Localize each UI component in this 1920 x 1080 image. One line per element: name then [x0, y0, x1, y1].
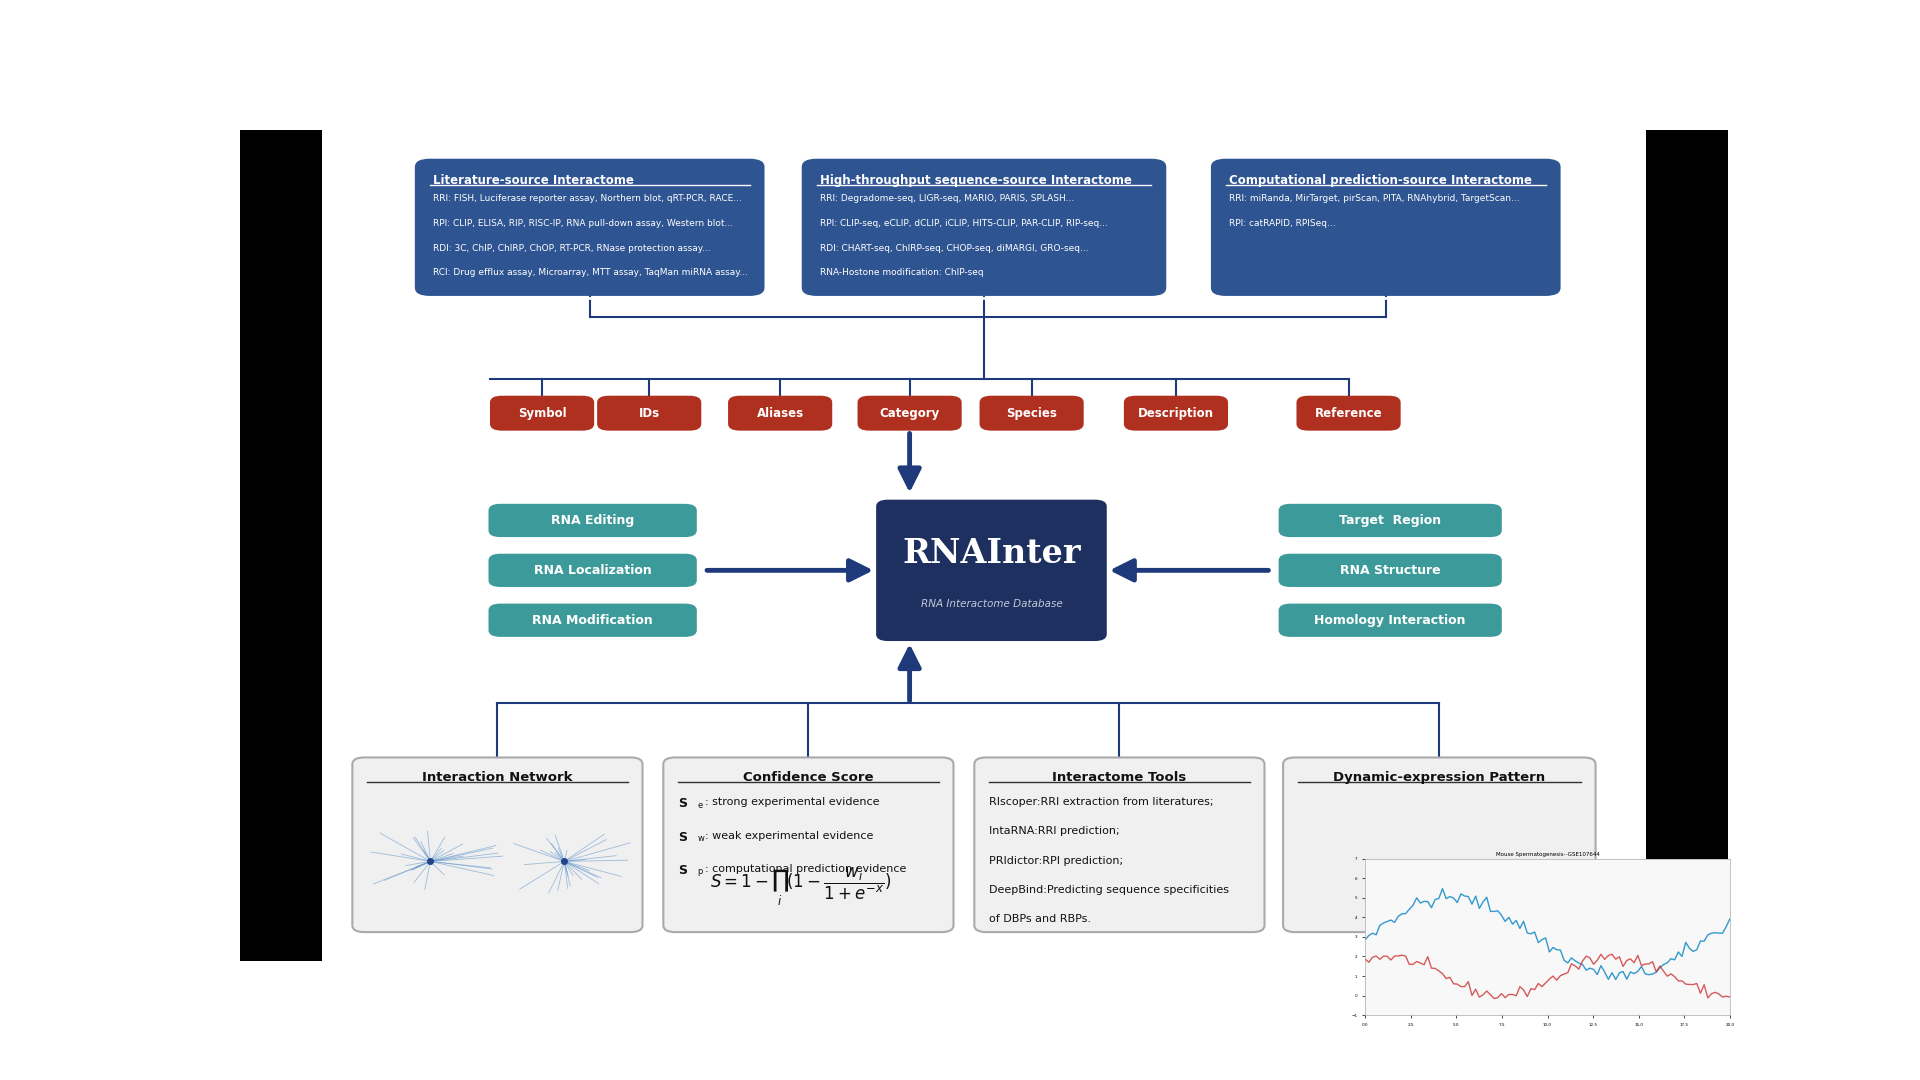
Text: RRI: Degradome-seq, LIGR-seq, MARIO, PARIS, SPLASH...: RRI: Degradome-seq, LIGR-seq, MARIO, PAR… — [820, 193, 1073, 203]
Text: RPI: catRAPID, RPISeq...: RPI: catRAPID, RPISeq... — [1229, 218, 1336, 228]
FancyBboxPatch shape — [1212, 159, 1561, 296]
Bar — [1645, 130, 1728, 961]
Text: Confidence Score: Confidence Score — [743, 771, 874, 784]
FancyBboxPatch shape — [1279, 503, 1501, 537]
Text: e: e — [697, 800, 703, 810]
Text: RDI: CHART-seq, ChIRP-seq, CHOP-seq, diMARGI, GRO-seq...: RDI: CHART-seq, ChIRP-seq, CHOP-seq, diM… — [820, 243, 1089, 253]
Text: RPI: CLIP-seq, eCLIP, dCLIP, iCLIP, HITS-CLIP, PAR-CLIP, RIP-seq...: RPI: CLIP-seq, eCLIP, dCLIP, iCLIP, HITS… — [820, 218, 1108, 228]
Text: RIscoper:RRI extraction from literatures;: RIscoper:RRI extraction from literatures… — [989, 797, 1213, 808]
Text: Interactome Tools: Interactome Tools — [1052, 771, 1187, 784]
Text: RPI: CLIP, ELISA, RIP, RISC-IP, RNA pull-down assay, Western blot...: RPI: CLIP, ELISA, RIP, RISC-IP, RNA pull… — [432, 218, 733, 228]
FancyBboxPatch shape — [488, 503, 697, 537]
FancyBboxPatch shape — [662, 757, 954, 932]
Text: : computational prediction evidence: : computational prediction evidence — [705, 864, 906, 874]
FancyBboxPatch shape — [803, 159, 1165, 296]
Text: Symbol: Symbol — [518, 407, 566, 420]
Text: Computational prediction-source Interactome: Computational prediction-source Interact… — [1229, 174, 1532, 187]
FancyBboxPatch shape — [876, 500, 1106, 642]
Text: RNA Interactome Database: RNA Interactome Database — [920, 598, 1062, 609]
Text: RRI: miRanda, MirTarget, pirScan, PITA, RNAhybrid, TargetScan...: RRI: miRanda, MirTarget, pirScan, PITA, … — [1229, 193, 1519, 203]
Text: : weak experimental evidence: : weak experimental evidence — [705, 831, 874, 840]
Text: S: S — [678, 831, 687, 843]
Text: IntaRNA:RRI prediction;: IntaRNA:RRI prediction; — [989, 826, 1119, 837]
Text: Category: Category — [879, 407, 939, 420]
Text: RNA Structure: RNA Structure — [1340, 564, 1440, 577]
FancyBboxPatch shape — [1279, 554, 1501, 588]
FancyBboxPatch shape — [353, 757, 643, 932]
FancyBboxPatch shape — [728, 395, 831, 431]
Text: Reference: Reference — [1315, 407, 1382, 420]
FancyBboxPatch shape — [1123, 395, 1229, 431]
FancyBboxPatch shape — [415, 159, 764, 296]
Text: Species: Species — [1006, 407, 1058, 420]
FancyBboxPatch shape — [979, 395, 1083, 431]
Text: DeepBind:Predicting sequence specificities: DeepBind:Predicting sequence specificiti… — [989, 885, 1229, 894]
Bar — [240, 130, 323, 961]
FancyBboxPatch shape — [488, 604, 697, 637]
Text: : strong experimental evidence: : strong experimental evidence — [705, 797, 879, 808]
Text: Homology Interaction: Homology Interaction — [1315, 613, 1467, 626]
Text: RCI: Drug efflux assay, Microarray, MTT assay, TaqMan miRNA assay...: RCI: Drug efflux assay, Microarray, MTT … — [432, 269, 747, 278]
Text: $S = 1 - \prod_{i}(1 - \dfrac{w_i}{1+e^{-x}})$: $S = 1 - \prod_{i}(1 - \dfrac{w_i}{1+e^{… — [710, 865, 893, 907]
Text: Literature-source Interactome: Literature-source Interactome — [432, 174, 634, 187]
Text: IDs: IDs — [639, 407, 660, 420]
FancyBboxPatch shape — [488, 554, 697, 588]
Text: RNA Editing: RNA Editing — [551, 514, 634, 527]
Text: S: S — [678, 797, 687, 810]
Text: RNA Localization: RNA Localization — [534, 564, 651, 577]
Text: Dynamic-expression Pattern: Dynamic-expression Pattern — [1332, 771, 1546, 784]
FancyBboxPatch shape — [1296, 395, 1402, 431]
Text: Description: Description — [1139, 407, 1213, 420]
Text: Aliases: Aliases — [756, 407, 804, 420]
FancyBboxPatch shape — [1283, 757, 1596, 932]
Text: w: w — [697, 834, 705, 843]
Text: RDI: 3C, ChIP, ChIRP, ChOP, RT-PCR, RNase protection assay...: RDI: 3C, ChIP, ChIRP, ChOP, RT-PCR, RNas… — [432, 243, 710, 253]
Title: Mouse Spermatogenesis--GSE107644: Mouse Spermatogenesis--GSE107644 — [1496, 852, 1599, 856]
Text: p: p — [697, 867, 703, 876]
FancyBboxPatch shape — [858, 395, 962, 431]
Text: Target  Region: Target Region — [1338, 514, 1442, 527]
Text: of DBPs and RBPs.: of DBPs and RBPs. — [989, 914, 1091, 923]
FancyBboxPatch shape — [490, 395, 593, 431]
Text: RRI: FISH, Luciferase reporter assay, Northern blot, qRT-PCR, RACE...: RRI: FISH, Luciferase reporter assay, No… — [432, 193, 741, 203]
Text: High-throughput sequence-source Interactome: High-throughput sequence-source Interact… — [820, 174, 1131, 187]
Text: S: S — [678, 864, 687, 877]
Text: PRIdictor:RPI prediction;: PRIdictor:RPI prediction; — [989, 855, 1123, 865]
Text: Interaction Network: Interaction Network — [422, 771, 572, 784]
Text: RNA Modification: RNA Modification — [532, 613, 653, 626]
FancyBboxPatch shape — [597, 395, 701, 431]
FancyBboxPatch shape — [973, 757, 1265, 932]
Text: RNAInter: RNAInter — [902, 537, 1081, 570]
FancyBboxPatch shape — [1279, 604, 1501, 637]
Text: RNA-Hostone modification: ChIP-seq: RNA-Hostone modification: ChIP-seq — [820, 269, 983, 278]
